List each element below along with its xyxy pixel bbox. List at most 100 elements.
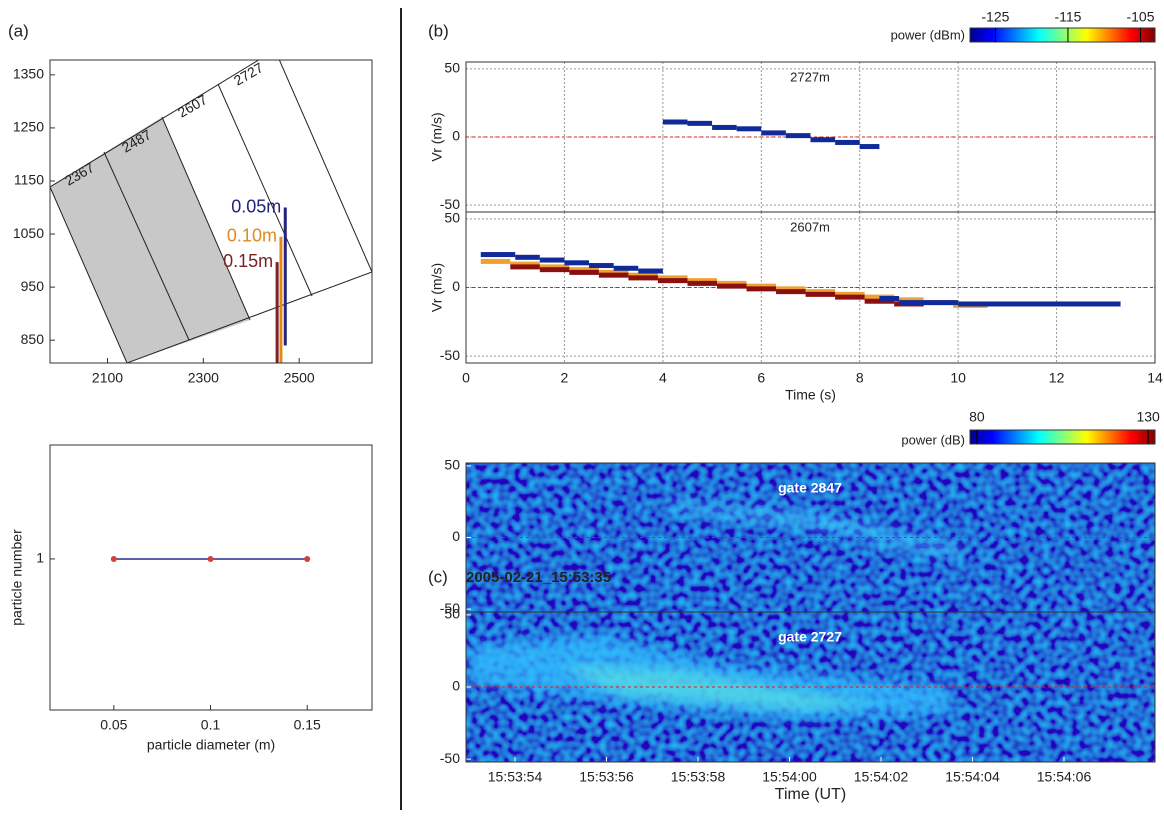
velocity-segment	[879, 295, 900, 301]
colorbar-tick-label: 80	[969, 409, 985, 425]
velocity-segment	[539, 264, 570, 270]
x-axis-label: particle diameter (m)	[147, 737, 275, 753]
y-tick-label: 950	[21, 278, 45, 294]
velocity-segment	[510, 261, 540, 267]
plot-frame	[465, 611, 1156, 763]
velocity-segment	[510, 264, 540, 270]
plot-frame	[49, 444, 373, 711]
velocity-segment	[638, 268, 663, 274]
velocity-segment	[810, 137, 836, 143]
x-tick-label: 0.1	[201, 717, 221, 733]
chart-title: 2607m	[790, 219, 830, 234]
velocity-segment	[785, 133, 811, 139]
x-tick-label: 2300	[188, 370, 219, 386]
x-axis-label: Time (UT)	[775, 786, 846, 803]
velocity-segment	[613, 265, 639, 271]
plot-area	[466, 62, 1155, 212]
velocity-segment	[746, 286, 777, 292]
x-tick-label: 4	[659, 370, 667, 386]
velocity-segment	[776, 286, 806, 292]
x-tick-label: 2	[561, 370, 569, 386]
velocity-segment	[736, 126, 762, 132]
colorbar	[969, 27, 1156, 43]
plot-frame	[49, 59, 373, 364]
gate-label: gate 2847	[778, 480, 842, 496]
y-tick-label: 0	[452, 278, 460, 294]
y-tick-label: -50	[440, 750, 460, 766]
y-tick-label: 50	[444, 606, 460, 622]
x-tick-label: 12	[1049, 370, 1065, 386]
y-tick-label: 1350	[13, 66, 44, 82]
x-tick-label: 0.15	[294, 717, 321, 733]
velocity-segment	[716, 283, 747, 289]
series-label: 0.05m	[231, 196, 281, 216]
colorbar-tick-label: -125	[981, 9, 1009, 25]
velocity-segment	[716, 280, 747, 286]
chart-title: 2005-02-21_15:53:35	[466, 569, 611, 586]
x-tick-label: 10	[950, 370, 966, 386]
velocity-segment	[480, 252, 516, 258]
y-tick-label: 1150	[14, 172, 44, 188]
x-tick-label: 0.05	[100, 717, 127, 733]
x-tick-label: 8	[856, 370, 864, 386]
y-tick-label: 1250	[13, 119, 44, 135]
velocity-segment	[859, 144, 880, 150]
x-tick-label: 15:54:00	[762, 769, 817, 785]
gate-divider	[217, 83, 313, 297]
panel-label: (c)	[428, 567, 448, 586]
velocity-segment	[761, 130, 786, 136]
velocity-segment	[805, 289, 836, 295]
colorbar-tick-label: -105	[1126, 9, 1154, 25]
velocity-segment	[657, 275, 688, 281]
y-tick-label: -50	[440, 196, 460, 212]
gate-geometry	[50, 60, 372, 363]
velocity-segment	[687, 120, 713, 126]
plot-frame	[465, 211, 1156, 364]
y-axis-label: particle number	[9, 529, 25, 626]
y-tick-label: 1	[36, 550, 44, 566]
velocity-segment	[657, 278, 688, 284]
y-tick-label: 50	[444, 60, 460, 76]
velocity-segment	[899, 300, 959, 306]
gate-divider	[103, 151, 190, 341]
velocity-segment	[480, 258, 511, 264]
velocity-segment	[569, 267, 599, 273]
y-axis-label: Vr (m/s)	[429, 263, 445, 312]
colorbar-tick-label: 130	[1136, 409, 1160, 425]
y-tick-label: -50	[440, 600, 460, 616]
velocity-segment	[628, 272, 658, 278]
plot-area	[466, 463, 1155, 612]
velocity-segment	[835, 294, 865, 300]
x-tick-label: 15:54:06	[1037, 769, 1092, 785]
velocity-segment	[662, 119, 688, 125]
velocity-segment	[835, 291, 865, 297]
velocity-segment	[805, 291, 836, 297]
velocity-segment	[687, 280, 717, 286]
velocity-segment	[687, 278, 717, 284]
x-tick-label: 15:54:02	[854, 769, 909, 785]
point	[304, 555, 311, 562]
panel-label: (b)	[428, 21, 449, 40]
x-tick-label: 15:53:54	[488, 769, 543, 785]
velocity-segment	[864, 298, 895, 304]
velocity-segment	[894, 297, 924, 303]
gate-cell	[50, 117, 250, 363]
y-tick-label: 1050	[13, 225, 44, 241]
colorbar-tick-label: -115	[1054, 9, 1081, 25]
series-label: 0.10m	[227, 225, 277, 245]
velocity-segment	[598, 269, 629, 275]
plot-area	[275, 207, 287, 363]
echo-streak	[670, 500, 960, 558]
panel-label: (a)	[8, 21, 29, 40]
gate-outline	[50, 60, 372, 363]
y-tick-label: 850	[21, 331, 45, 347]
chart-title: 2727m	[790, 69, 830, 84]
velocity-segment	[589, 263, 614, 269]
x-tick-label: 6	[757, 370, 765, 386]
colorbar-label: power (dB)	[901, 432, 965, 447]
velocity-segment	[539, 257, 565, 263]
velocity-segment	[628, 275, 658, 281]
x-tick-label: 0	[462, 370, 470, 386]
y-tick-label: 0	[452, 528, 460, 544]
